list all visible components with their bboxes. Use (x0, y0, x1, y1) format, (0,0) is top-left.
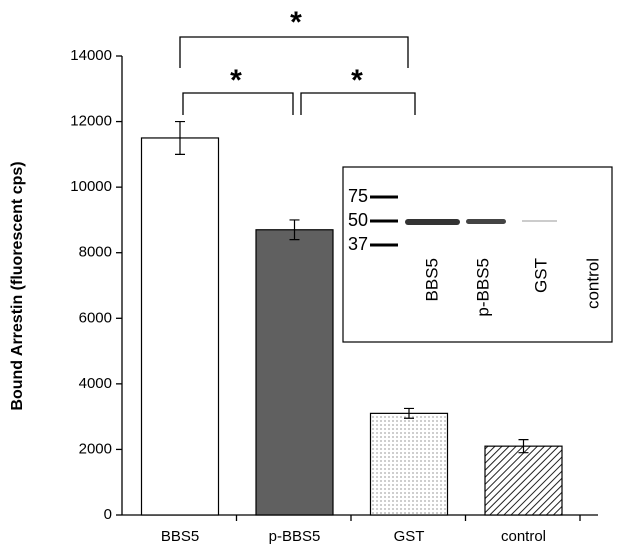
marker-label: 50 (348, 210, 368, 230)
lane-label: control (583, 258, 602, 309)
bar (485, 446, 562, 515)
marker-label: 75 (348, 186, 368, 206)
chart: Bound Arrestin (fluorescent cps) * * * 0… (0, 0, 624, 551)
y-tick-label: 14000 (70, 47, 112, 64)
bar (371, 413, 448, 515)
y-tick-label: 12000 (70, 113, 112, 130)
brackets (180, 37, 415, 115)
y-tick-label: 0 (104, 506, 112, 523)
significance: * (230, 64, 242, 97)
y-tick-label: 6000 (79, 309, 112, 326)
significance: * (351, 64, 363, 97)
lane-label: p-BBS5 (473, 258, 492, 317)
x-tick-label: GST (394, 528, 425, 545)
y-tick-label: 10000 (70, 178, 112, 195)
y-tick-label: 8000 (79, 244, 112, 261)
x-tick-label: p-BBS5 (269, 528, 321, 545)
marker-label: 37 (348, 234, 368, 254)
lane-label: GST (531, 258, 550, 293)
y-tick-label: 2000 (79, 440, 112, 457)
y-tick-label: 4000 (79, 375, 112, 392)
x-tick-label: control (501, 528, 546, 545)
y-axis-label: Bound Arrestin (fluorescent cps) (9, 161, 26, 410)
bar (142, 138, 219, 515)
significance: * (290, 6, 302, 39)
page: Bound Arrestin (fluorescent cps) * * * 0… (0, 0, 624, 551)
x-tick-label: BBS5 (161, 528, 199, 545)
lane-label: BBS5 (422, 258, 441, 301)
bar (256, 230, 333, 515)
